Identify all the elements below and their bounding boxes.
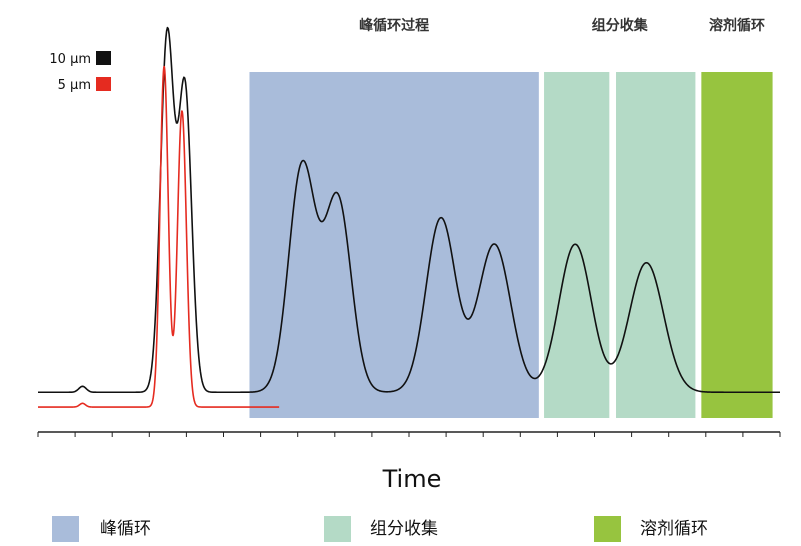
legend-swatch-10um xyxy=(96,51,111,65)
x-axis-label: Time xyxy=(382,465,442,493)
phase-label-2: 溶剂循环 xyxy=(709,17,765,34)
phase-legend-label-solvent-recycle: 溶剂循环 xyxy=(640,519,708,539)
phase-label-0: 峰循环过程 xyxy=(359,17,429,34)
phase-region-0-0 xyxy=(249,72,539,418)
phase-regions xyxy=(249,72,773,418)
phase-region-1-1 xyxy=(616,72,696,418)
phase-labels: 峰循环过程 组分收集 溶剂循环 xyxy=(359,17,765,34)
legend-swatch-5um xyxy=(96,77,111,91)
phase-region-2-0 xyxy=(701,72,773,418)
phase-legend: 峰循环 组分收集 溶剂循环 xyxy=(52,516,708,542)
phase-legend-swatch-peak-recycle xyxy=(52,516,79,542)
series-legend: 10 µm 5 µm xyxy=(49,51,111,93)
legend-label-10um: 10 µm xyxy=(49,52,91,67)
phase-legend-swatch-solvent-recycle xyxy=(594,516,621,542)
x-axis-ticks xyxy=(37,432,781,437)
phase-legend-label-peak-recycle: 峰循环 xyxy=(100,519,151,539)
phase-legend-swatch-fraction-collection xyxy=(324,516,351,542)
phase-label-1: 组分收集 xyxy=(592,17,649,34)
series-line-1 xyxy=(37,65,280,408)
phase-legend-label-fraction-collection: 组分收集 xyxy=(370,519,438,539)
series-lines xyxy=(37,26,780,408)
legend-label-5um: 5 µm xyxy=(58,78,91,93)
